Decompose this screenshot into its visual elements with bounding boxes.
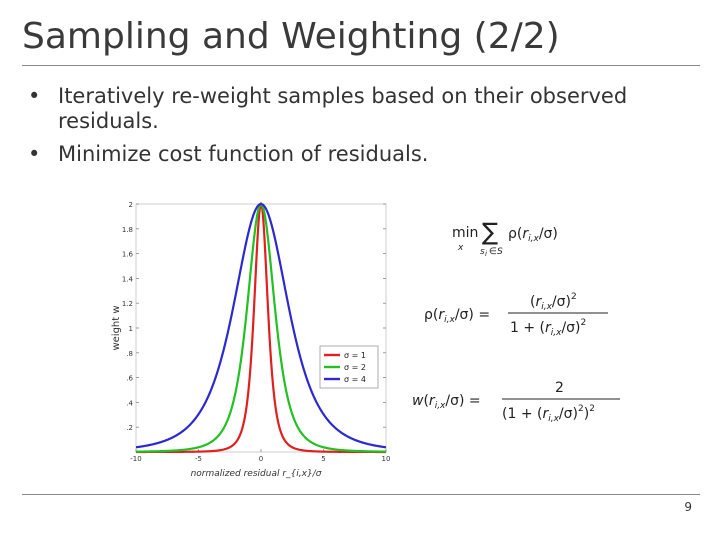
svg-text:1 + (ri,x/σ)2: 1 + (ri,x/σ)2 — [510, 318, 586, 338]
y-tick-label: .4 — [126, 399, 133, 407]
svg-text:2: 2 — [555, 380, 564, 396]
svg-text:S: S — [497, 247, 503, 257]
y-tick-label: 1.2 — [122, 300, 133, 308]
y-tick-label: 1.8 — [122, 226, 133, 234]
y-tick-label: .8 — [126, 350, 133, 358]
svg-text:∑: ∑ — [482, 218, 498, 246]
equation-rho-graphic: ρ(ri,x/σ) = (ri,x/σ)2 1 + (ri,x/σ)2 — [424, 292, 608, 338]
svg-text:ρ(ri,x/σ) =: ρ(ri,x/σ) = — [424, 307, 490, 325]
y-tick-label: .6 — [126, 375, 133, 383]
x-tick-label: 10 — [382, 455, 391, 463]
equation-minimize: min x ∑ s i ∈ S ρ(ri,x/σ) — [450, 210, 590, 260]
equation-minimize-graphic: min x ∑ s i ∈ S ρ(ri,x/σ) — [452, 218, 558, 258]
y-tick-label: 2 — [129, 201, 133, 209]
y-tick-label: 1 — [129, 325, 133, 333]
svg-text:ρ(ri,x/σ): ρ(ri,x/σ) — [508, 226, 558, 244]
svg-text:min: min — [452, 225, 478, 241]
weight-function-chart: .2.4.6.811.21.41.61.82-10 -5 0 5 10 σ = 1σ =… — [111, 201, 391, 479]
x-tick-label: 0 — [259, 455, 263, 463]
bullet-text: Iteratively re-weight samples based on t… — [58, 84, 628, 133]
svg-text:i: i — [485, 250, 487, 258]
series-line-sigma-4 — [135, 202, 387, 449]
plot-frame — [135, 203, 387, 453]
equation-weight: w(ri,x/σ) = 2 (1 + (ri,x/σ)2)2 — [410, 374, 630, 430]
legend-label: σ = 1 — [344, 351, 366, 360]
bullet-text: Minimize cost function of residuals. — [58, 142, 429, 166]
x-tick-label: -10 — [130, 455, 141, 463]
page-number: 9 — [684, 500, 692, 514]
legend-label: σ = 4 — [344, 375, 366, 384]
svg-text:(1 + (ri,x/σ)2)2: (1 + (ri,x/σ)2)2 — [502, 404, 595, 424]
slide-title: Sampling and Weighting (2/2) — [22, 16, 560, 57]
bullet-marker: • — [28, 142, 41, 166]
y-axis-label: weight w — [111, 305, 122, 350]
svg-text:∈: ∈ — [489, 247, 497, 257]
bullet-item: • Minimize cost function of residuals. — [28, 142, 658, 167]
y-tick-label: 1.4 — [122, 275, 134, 283]
bullet-marker: • — [28, 84, 41, 108]
x-tick-label: -5 — [195, 455, 202, 463]
bullet-item: • Iteratively re-weight samples based on… — [28, 84, 658, 134]
curves — [135, 201, 387, 454]
x-axis-label: normalized residual r_{i,x}/σ — [191, 469, 322, 479]
y-tick-label: .2 — [126, 424, 133, 432]
svg-text:x: x — [457, 243, 464, 253]
bullet-list: • Iteratively re-weight samples based on… — [28, 84, 658, 175]
title-divider — [22, 65, 700, 66]
svg-text:(ri,x/σ)2: (ri,x/σ)2 — [530, 292, 577, 312]
equation-weight-graphic: w(ri,x/σ) = 2 (1 + (ri,x/σ)2)2 — [412, 380, 620, 424]
svg-text:s: s — [480, 247, 485, 257]
svg-text:w(ri,x/σ) =: w(ri,x/σ) = — [412, 393, 481, 411]
equation-rho: ρ(ri,x/σ) = (ri,x/σ)2 1 + (ri,x/σ)2 — [422, 282, 622, 342]
axes: .2 .4 .6 .8 1 1.2 1.4 1.6 1.8 2 -10 -5 0 5 10 — [122, 201, 391, 463]
chart-legend: σ = 1 σ = 2 σ = 4 — [319, 345, 379, 389]
footer-divider — [22, 494, 700, 495]
x-tick-label: 5 — [321, 455, 325, 463]
legend-label: σ = 2 — [344, 363, 366, 372]
y-tick-label: 1.6 — [122, 251, 134, 259]
